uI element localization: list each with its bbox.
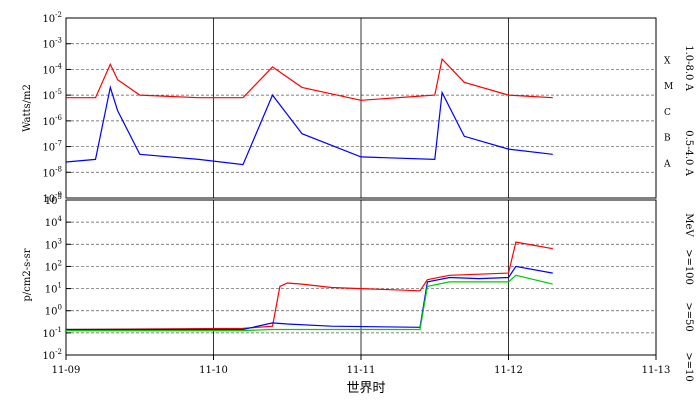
- proton-y-tick-label: 101: [45, 282, 62, 296]
- xray-series: [65, 57, 553, 166]
- xray-class-label: A: [663, 159, 671, 169]
- x-tick-label: 11-09: [52, 365, 81, 376]
- legend-ge100: >=100: [683, 249, 694, 285]
- proton-series-2: [66, 274, 553, 332]
- xray-class-label: M: [664, 82, 673, 92]
- proton-unit-label: MeV: [683, 213, 694, 237]
- xray-y-tick-label: 10-3: [42, 37, 62, 51]
- x-axis-label: 世界时: [346, 381, 385, 396]
- xray-legend-long: 1.0-8.0 A: [683, 45, 694, 91]
- proton-y-tick-label: 105: [45, 193, 62, 207]
- proton-y-tick-label: 102: [45, 259, 62, 273]
- xray-y-tick-label: 10-2: [42, 11, 62, 25]
- xray-legend-short: 0.5-4.0 A: [683, 130, 694, 176]
- x-tick-label: 11-13: [642, 365, 671, 376]
- proton-y-tick-label: 104: [45, 215, 63, 229]
- proton-y-axis-label: p/cm2-s-sr: [22, 248, 33, 301]
- proton-y-tick-label: 10-2: [42, 348, 62, 362]
- proton-series-0: [65, 241, 553, 331]
- proton-y-tick-label: 103: [45, 237, 62, 251]
- x-axis-ticks: 11-09 11-10 11-11 11-12 11-13: [52, 355, 671, 376]
- xray-y-tick-label: 10-6: [42, 114, 62, 128]
- proton-series: [65, 241, 553, 332]
- xray-class-labels: X M C B A: [663, 56, 673, 169]
- xray-y-axis-label: Watts/m2: [22, 84, 33, 132]
- x-tick-label: 11-12: [494, 365, 523, 376]
- proton-y-tick-label: 10-1: [42, 326, 62, 340]
- xray-grid: [66, 18, 656, 198]
- xray-series-0: [66, 57, 553, 101]
- xray-series-1: [65, 85, 553, 166]
- xray-y-tick-label: 10-5: [42, 88, 62, 102]
- x-tick-label: 11-11: [347, 365, 376, 376]
- xray-y-tick-label: 10-7: [42, 140, 62, 154]
- xray-y-tick-label: 10-8: [42, 165, 62, 179]
- legend-ge50: >=50: [683, 302, 694, 331]
- x-tick-label: 11-10: [199, 365, 228, 376]
- xray-class-label: B: [664, 134, 671, 144]
- xray-y-tick-label: 10-4: [42, 62, 62, 76]
- proton-y-tick-label: 100: [45, 304, 62, 318]
- xray-class-label: C: [664, 108, 671, 118]
- legend-ge10: >=10: [683, 352, 694, 381]
- xray-class-label: X: [664, 56, 671, 66]
